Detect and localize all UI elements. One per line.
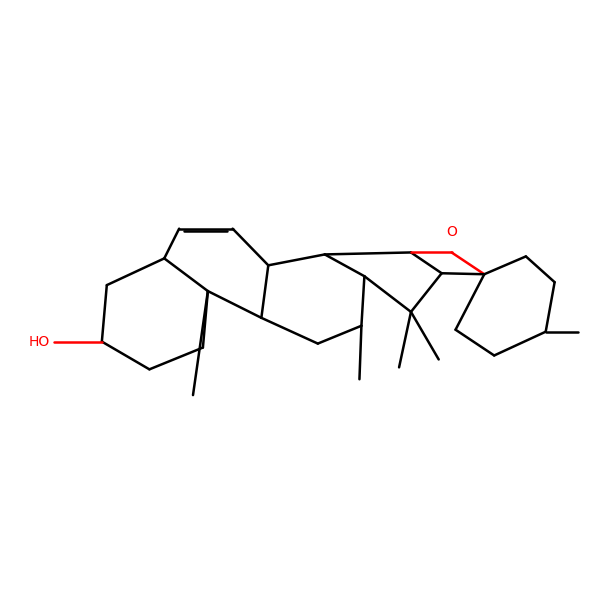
Text: HO: HO xyxy=(28,335,50,349)
Text: O: O xyxy=(446,226,457,239)
